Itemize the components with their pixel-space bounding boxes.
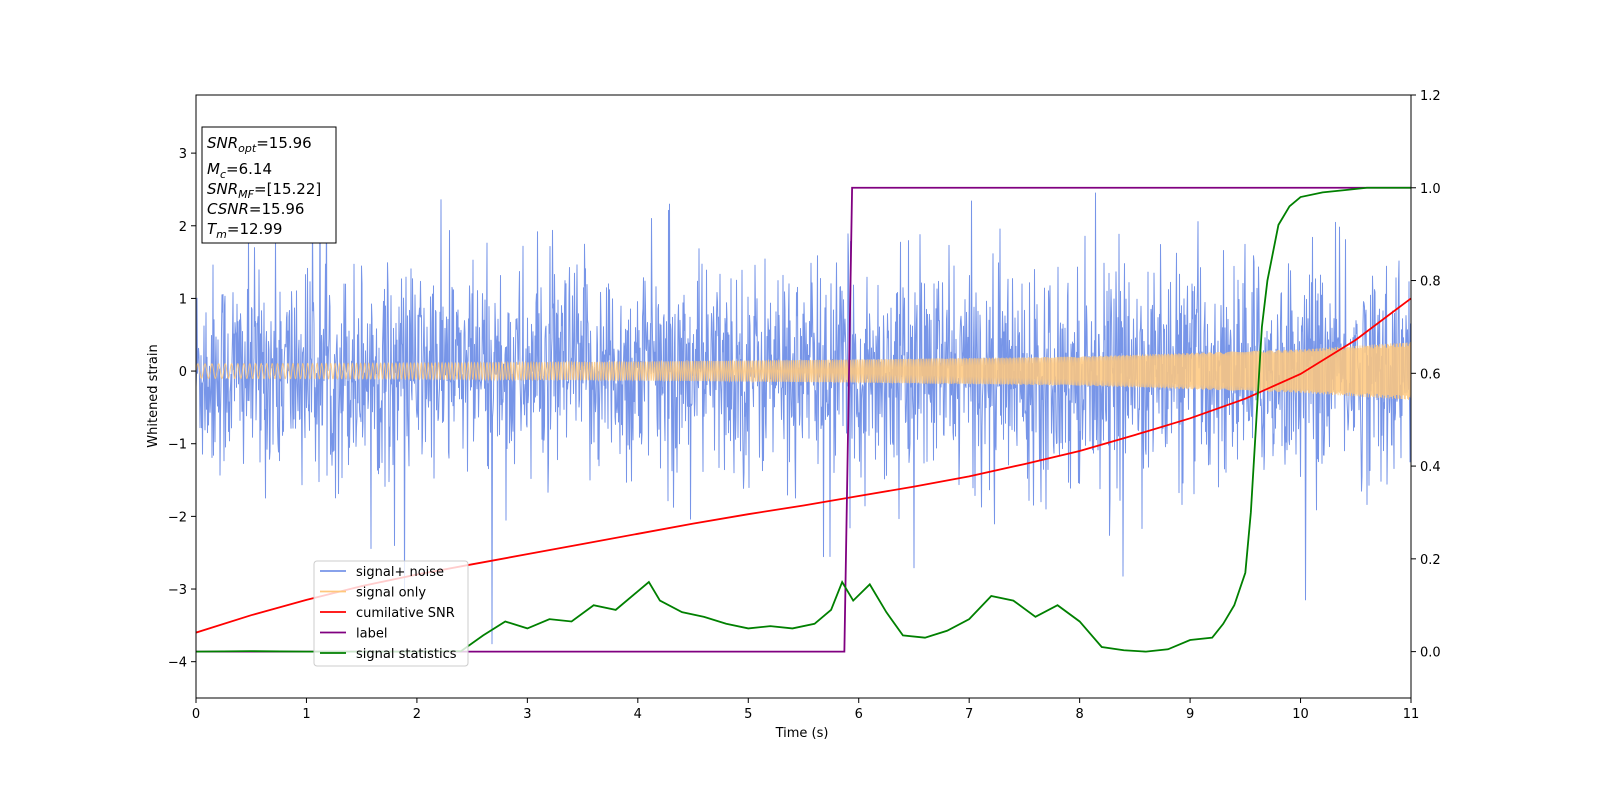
- info-csnr: CSNR=15.96: [207, 200, 304, 218]
- series-signal-noise: [196, 162, 1411, 645]
- y2-tick-label: 0.2: [1420, 553, 1441, 568]
- axes-frame: [195, 94, 1412, 699]
- info-snr-mf: SNRMF=[15.22]: [207, 180, 321, 201]
- y-tick-label: 0: [179, 365, 187, 380]
- x-tick-label: 3: [523, 707, 531, 722]
- x-tick-label: 0: [192, 707, 200, 722]
- x-tick-label: 9: [1186, 707, 1194, 722]
- legend-entry: signal+ noise: [356, 565, 444, 580]
- y-tick-label: −4: [168, 656, 187, 671]
- x-axis-label: Time (s): [775, 726, 829, 741]
- x-tick-label: 8: [1075, 707, 1083, 722]
- x-tick-label: 10: [1292, 707, 1309, 722]
- y-tick-label: −3: [168, 583, 187, 598]
- y-tick-label: 1: [179, 292, 187, 307]
- y-axis-right-ticks: 0.0 0.2 0.4 0.6 0.8 1.0 1.2: [1411, 89, 1441, 661]
- x-tick-label: 2: [413, 707, 421, 722]
- y2-tick-label: 1.2: [1420, 89, 1441, 104]
- y-axis-label: Whitened strain: [146, 344, 161, 447]
- x-tick-label: 4: [634, 707, 642, 722]
- legend-entry: label: [356, 627, 387, 642]
- info-snr-opt: SNRopt=15.96: [207, 134, 312, 155]
- y2-tick-label: 0.6: [1420, 367, 1441, 382]
- legend-entry: cumilative SNR: [356, 606, 455, 621]
- y-axis-left-ticks: −4 −3 −2 −1 0 1 2 3: [168, 147, 196, 671]
- y2-tick-label: 0.4: [1420, 460, 1441, 475]
- info-box: SNRopt=15.96 Mc=6.14 SNRMF=[15.22] CSNR=…: [201, 126, 337, 244]
- legend-entry: signal only: [356, 586, 426, 601]
- x-axis-ticks: 0 1 2 3 4 5 6 7 8 9 10 11: [192, 698, 1419, 722]
- y-tick-label: −2: [168, 510, 187, 525]
- x-tick-label: 5: [744, 707, 752, 722]
- info-mc: Mc=6.14: [207, 160, 272, 181]
- info-tm: Tm=12.99: [207, 220, 282, 241]
- x-tick-label: 7: [965, 707, 973, 722]
- x-tick-label: 1: [302, 707, 310, 722]
- legend-entry: signal statistics: [356, 647, 457, 662]
- y2-tick-label: 0.8: [1420, 275, 1441, 290]
- series-label: [196, 186, 1411, 653]
- y2-tick-label: 1.0: [1420, 182, 1441, 197]
- y-tick-label: 3: [179, 147, 187, 162]
- series-signal-only: [196, 342, 1411, 400]
- y2-tick-label: 0.0: [1420, 646, 1441, 661]
- legend: signal+ noise signal only cumilative SNR la…: [313, 560, 469, 667]
- x-tick-label: 11: [1403, 707, 1420, 722]
- x-tick-label: 6: [855, 707, 863, 722]
- y-tick-label: 2: [179, 220, 187, 235]
- series-signal-statistics: [196, 186, 1411, 653]
- y-tick-label: −1: [168, 438, 187, 453]
